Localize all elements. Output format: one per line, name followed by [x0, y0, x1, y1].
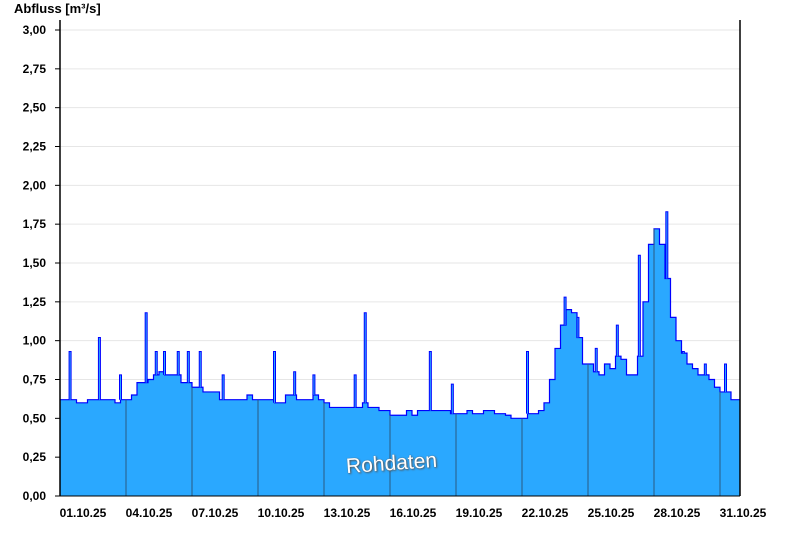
- spike-fill: [638, 255, 641, 357]
- spike: [221, 374, 225, 400]
- x-tick-label: 28.10.25: [654, 506, 701, 520]
- y-tick-label: 1,00: [23, 334, 47, 348]
- y-tick-label: 1,75: [23, 217, 47, 231]
- y-tick-label: 0,00: [23, 489, 47, 503]
- x-tick-label: 01.10.25: [60, 506, 107, 520]
- spike: [186, 351, 190, 383]
- spike-fill: [666, 211, 668, 279]
- spike: [703, 363, 707, 375]
- spike: [637, 254, 641, 357]
- spike: [576, 316, 580, 338]
- spike-fill: [451, 384, 454, 414]
- spike-fill: [364, 312, 367, 403]
- spike: [665, 211, 669, 279]
- spike: [198, 351, 202, 388]
- x-tick-label: 07.10.25: [192, 506, 239, 520]
- y-tick-label: 0,75: [23, 373, 47, 387]
- x-tick-label: 16.10.25: [390, 506, 437, 520]
- spike: [154, 351, 158, 375]
- spike-fill: [595, 348, 598, 372]
- spike-fill: [313, 374, 315, 396]
- spike: [273, 351, 276, 403]
- spike: [293, 371, 297, 396]
- discharge-area: [60, 228, 740, 496]
- spike-fill: [429, 351, 432, 411]
- spike: [615, 324, 619, 357]
- spike-fill: [155, 351, 158, 375]
- spike: [450, 383, 454, 414]
- y-tick-label: 1,25: [23, 295, 47, 309]
- y-tick-label: 2,25: [23, 140, 47, 154]
- spike-fill: [354, 374, 356, 408]
- spike: [594, 347, 598, 372]
- spike-fill: [199, 351, 202, 388]
- y-tick-label: 3,00: [23, 23, 47, 37]
- spike: [312, 374, 316, 396]
- spike-fill: [177, 351, 180, 375]
- spike: [119, 374, 122, 400]
- y-tick-label: 2,00: [23, 178, 47, 192]
- y-axis-title: Abfluss [m³/s]: [14, 1, 101, 16]
- spike: [681, 351, 685, 354]
- spike-fill: [293, 371, 296, 396]
- spike-fill: [163, 351, 166, 375]
- spike-fill: [187, 351, 190, 383]
- spike: [563, 296, 567, 326]
- x-tick-label: 04.10.25: [126, 506, 173, 520]
- spike-fill: [222, 374, 224, 400]
- spike-fill: [564, 297, 566, 326]
- spike-fill: [98, 337, 101, 400]
- spike: [176, 351, 180, 375]
- x-tick-label: 19.10.25: [456, 506, 503, 520]
- x-tick-label: 13.10.25: [324, 506, 371, 520]
- spike: [68, 351, 72, 400]
- spike: [428, 351, 432, 411]
- y-tick-label: 2,50: [23, 101, 47, 115]
- spike-fill: [69, 351, 71, 400]
- spike-fill: [724, 363, 727, 392]
- spike-fill: [577, 317, 579, 338]
- spike: [97, 337, 101, 400]
- spike: [144, 312, 148, 383]
- y-tick-label: 2,75: [23, 62, 47, 76]
- x-tick-label: 31.10.25: [720, 506, 767, 520]
- x-tick-label: 25.10.25: [588, 506, 635, 520]
- spike-fill: [616, 325, 619, 357]
- y-tick-label: 0,25: [23, 450, 47, 464]
- spike: [363, 312, 367, 403]
- x-tick-label: 10.10.25: [258, 506, 305, 520]
- y-tick-label: 1,50: [23, 256, 47, 270]
- spike-fill: [526, 351, 529, 414]
- x-tick-label: 22.10.25: [522, 506, 569, 520]
- spike-fill: [704, 363, 707, 375]
- spike-fill: [145, 312, 147, 383]
- y-tick-label: 0,50: [23, 411, 47, 425]
- spike-fill: [682, 351, 685, 354]
- discharge-line: [60, 228, 740, 419]
- spike-fill: [119, 374, 122, 400]
- spike: [353, 374, 357, 408]
- spike: [724, 363, 727, 392]
- spike: [526, 351, 529, 414]
- spike: [163, 351, 166, 375]
- spike-fill: [273, 351, 276, 403]
